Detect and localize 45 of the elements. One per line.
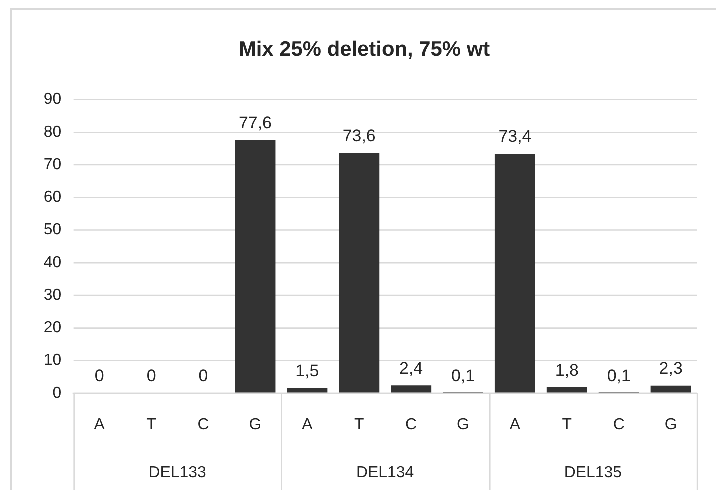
data-label: 2,3	[659, 359, 683, 378]
data-label: 1,5	[296, 362, 320, 381]
y-tick-label: 60	[44, 189, 62, 206]
x-tick-label: A	[94, 416, 106, 434]
y-tick-label: 70	[44, 156, 62, 174]
y-tick-label: 90	[44, 91, 62, 108]
x-tick-label: A	[510, 416, 521, 434]
text: DEL135	[564, 464, 622, 482]
y-tick-label: 30	[44, 286, 62, 304]
bar	[650, 386, 692, 393]
text: DEL133	[148, 464, 206, 482]
data-label: 0	[94, 366, 104, 386]
x-tick-label: T	[562, 416, 572, 434]
bar	[546, 388, 588, 393]
x-tick-label: G	[249, 416, 262, 434]
y-tick-label: 80	[44, 124, 62, 141]
x-tick-label: C	[198, 416, 210, 434]
data-label: 77,6	[238, 114, 272, 133]
y-tick-label: 40	[44, 254, 62, 272]
text: DEL134	[356, 464, 414, 482]
data-label: 1,8	[555, 360, 579, 380]
y-tick-label: 50	[44, 222, 62, 239]
data-label: 0,1	[607, 366, 631, 386]
x-tick-label: T	[354, 416, 364, 434]
bar	[391, 386, 432, 393]
y-tick-label: 20	[44, 320, 62, 337]
bar	[287, 388, 328, 393]
data-label: 0	[146, 366, 156, 386]
data-label: 2,4	[400, 358, 424, 378]
data-label: 0,1	[451, 366, 476, 386]
data-label: 73,6	[342, 126, 376, 146]
data-label: 0	[198, 366, 208, 386]
y-tick-label: 10	[44, 352, 62, 370]
x-tick-label: G	[664, 416, 678, 434]
x-tick-label: C	[406, 416, 418, 434]
x-tick-label: T	[146, 416, 157, 434]
chart-title: Mix 25% deletion, 75% wt	[238, 38, 490, 62]
bar	[494, 154, 536, 393]
y-tick-label: 0	[52, 384, 62, 402]
bar	[339, 153, 380, 393]
bar	[235, 140, 276, 393]
x-tick-label: C	[613, 416, 625, 434]
data-label: 73,4	[498, 127, 532, 146]
x-tick-label: G	[457, 416, 470, 434]
x-tick-label: A	[302, 416, 314, 434]
